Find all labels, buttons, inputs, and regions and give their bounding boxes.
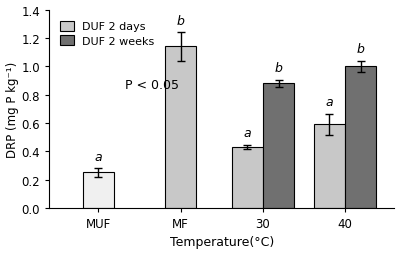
Bar [345, 67, 376, 208]
Text: a: a [244, 127, 251, 140]
Text: P < 0.05: P < 0.05 [125, 79, 179, 92]
Legend: DUF 2 days, DUF 2 weeks: DUF 2 days, DUF 2 weeks [55, 16, 160, 52]
Bar [314, 125, 345, 208]
Bar [83, 173, 114, 208]
Text: a: a [326, 96, 333, 108]
Text: b: b [357, 43, 365, 56]
Y-axis label: DRP (mg P kg⁻¹): DRP (mg P kg⁻¹) [6, 61, 18, 157]
Text: b: b [177, 14, 185, 27]
Bar [165, 47, 196, 208]
Bar [263, 84, 294, 208]
X-axis label: Temperature(°C): Temperature(°C) [170, 235, 274, 248]
Bar [232, 147, 263, 208]
Text: b: b [274, 62, 282, 75]
Text: a: a [95, 150, 102, 163]
